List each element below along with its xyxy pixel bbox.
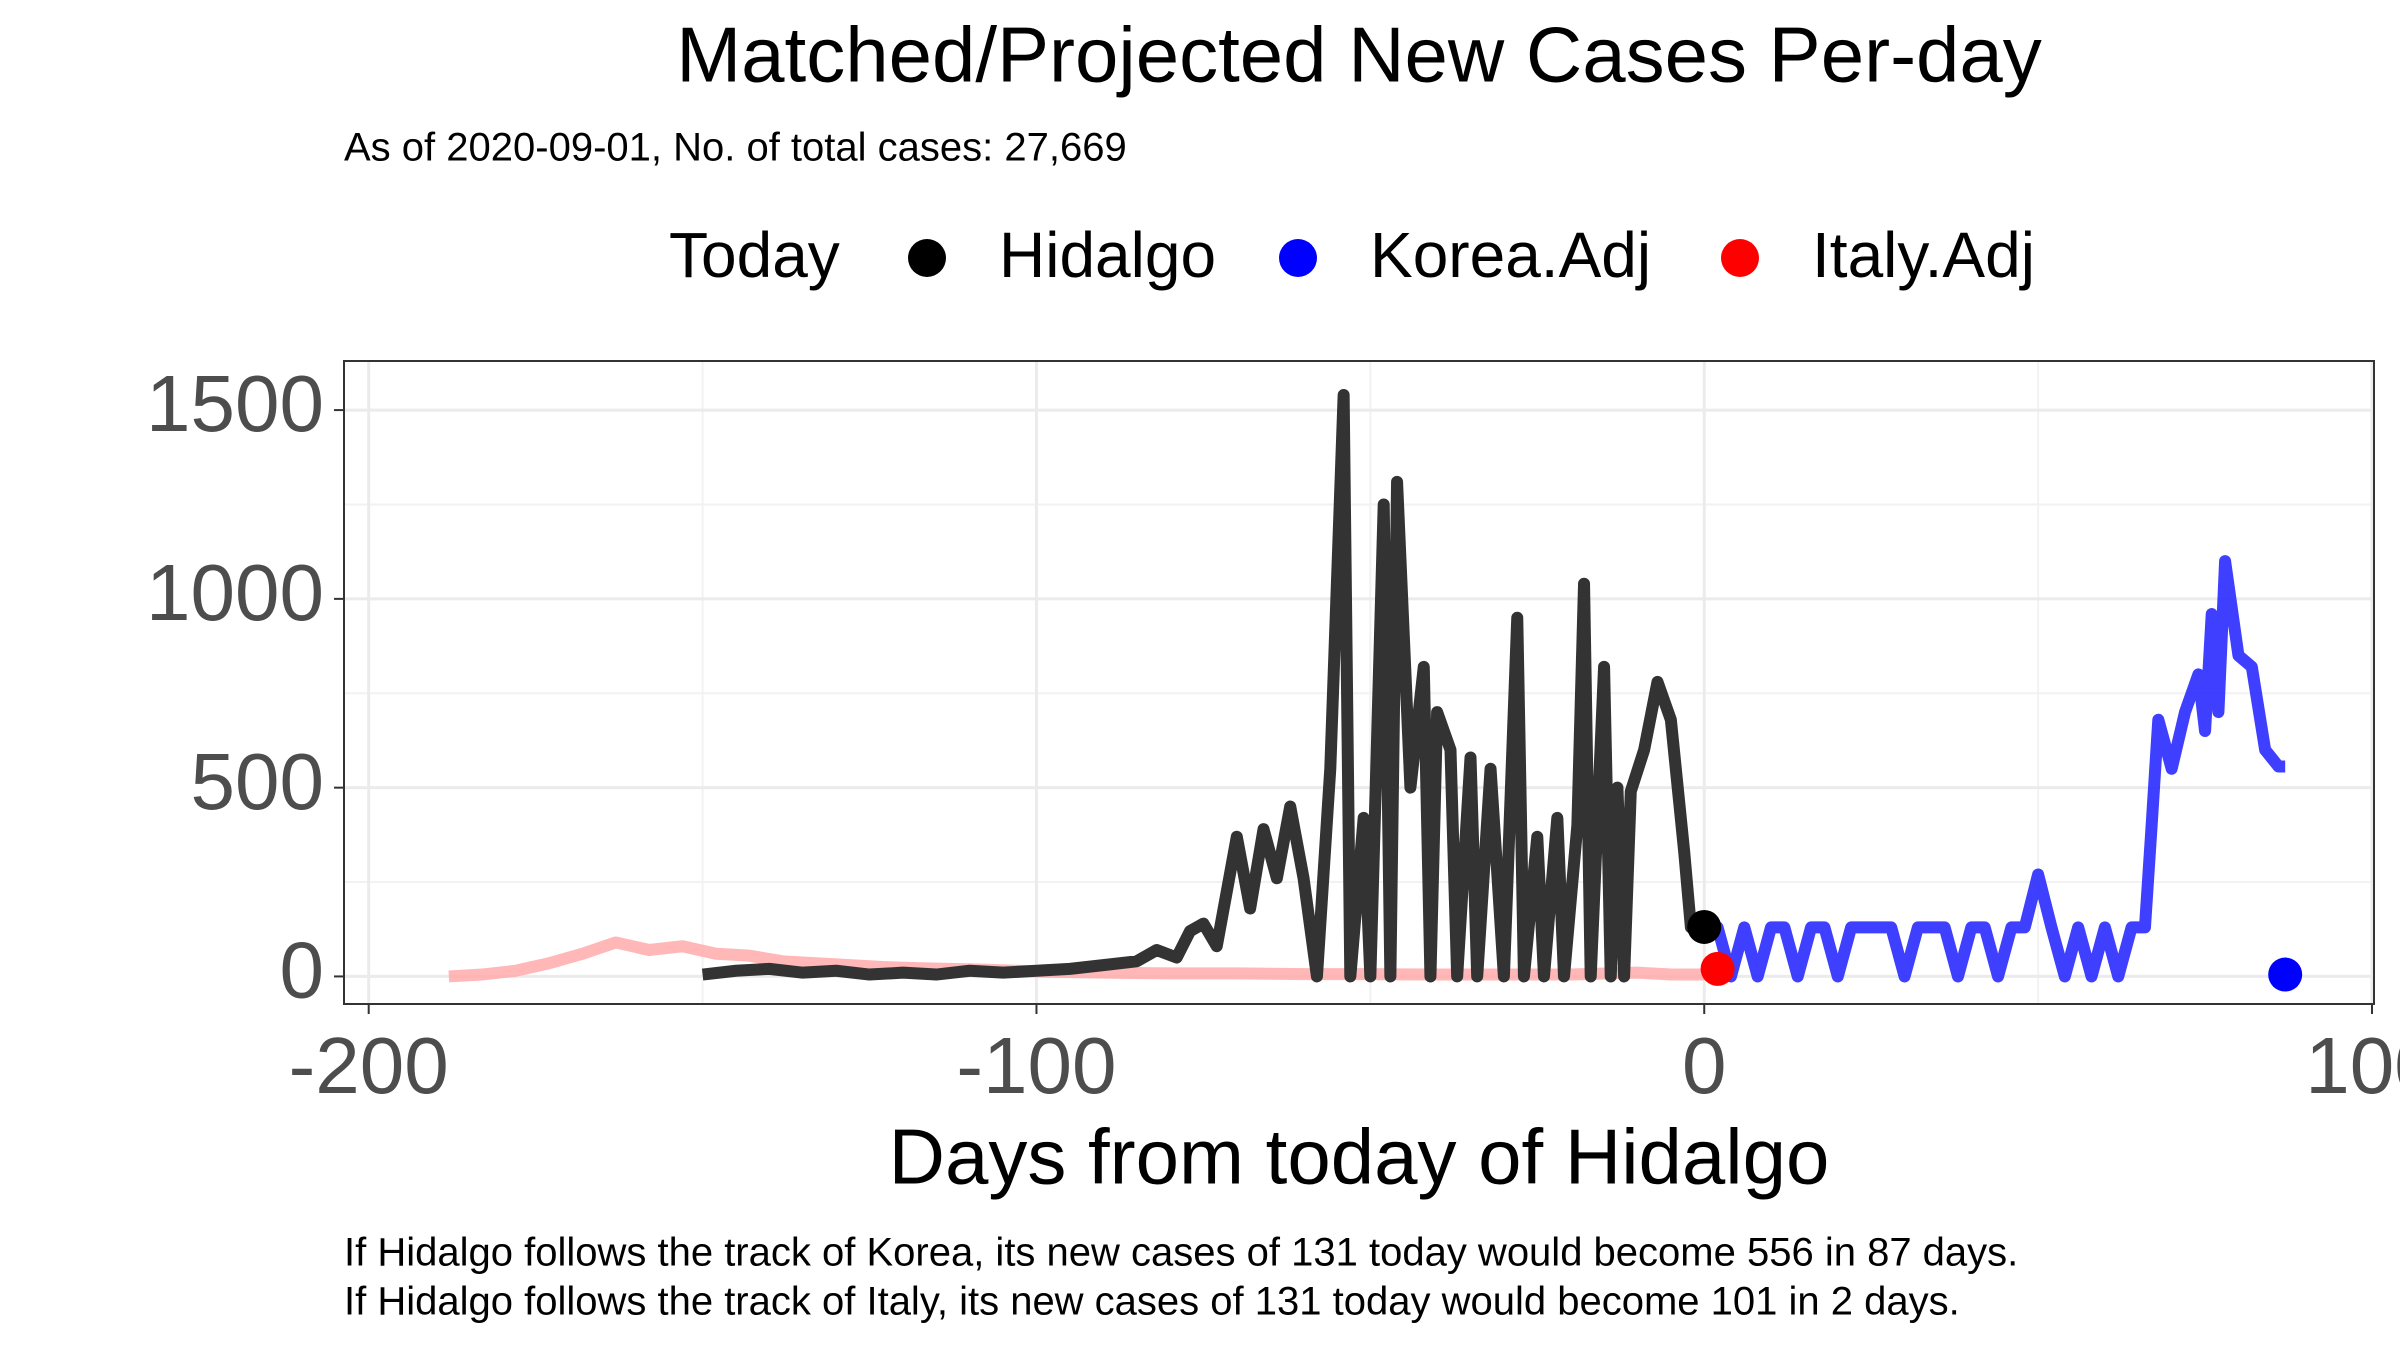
y-tick-label: 1500 (146, 359, 324, 448)
legend-label: Italy.Adj (1812, 219, 2035, 291)
note: If Hidalgo follows the track of Korea, i… (344, 1231, 2018, 1275)
x-tick-label: -200 (289, 1021, 449, 1110)
series-line (1704, 555, 2286, 983)
x-axis-label: Days from today of Hidalgo (889, 1113, 1830, 1201)
legend-label: Hidalgo (999, 219, 1216, 291)
legend-swatch (1721, 239, 1759, 277)
legend-swatch (1279, 239, 1317, 277)
chart-title: Matched/Projected New Cases Per-day (676, 11, 2042, 99)
today-point (1687, 909, 1722, 944)
x-tick-label: 100 (2305, 1021, 2400, 1110)
y-tick-label: 1000 (146, 548, 324, 637)
today-point (1700, 951, 1735, 986)
legend-label: Korea.Adj (1370, 219, 1651, 291)
legend-title: Today (669, 219, 840, 291)
series-line (701, 388, 1705, 983)
y-tick-label: 500 (191, 737, 324, 826)
y-tick-label: 0 (280, 926, 325, 1015)
x-tick-label: 0 (1682, 1021, 1727, 1110)
legend-swatch (908, 239, 946, 277)
chart-subtitle: As of 2020-09-01, No. of total cases: 27… (344, 126, 1127, 170)
x-tick-label: -100 (956, 1021, 1116, 1110)
note: If Hidalgo follows the track of Italy, i… (344, 1280, 1960, 1324)
plot-border (343, 360, 2375, 1005)
today-point (2268, 957, 2303, 992)
